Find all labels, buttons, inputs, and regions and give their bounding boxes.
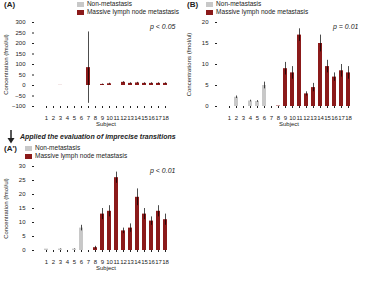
svg-text:7: 7	[270, 115, 274, 121]
svg-text:18: 18	[345, 115, 352, 121]
svg-text:300: 300	[15, 19, 26, 25]
svg-text:Concentration (fmol/ul): Concentration (fmol/ul)	[3, 178, 9, 239]
svg-text:3: 3	[59, 115, 63, 121]
svg-text:7: 7	[87, 115, 91, 121]
svg-text:20: 20	[202, 19, 209, 25]
svg-text:5: 5	[205, 82, 209, 88]
svg-text:200: 200	[15, 40, 26, 46]
svg-text:p < 0.01: p < 0.01	[149, 167, 176, 175]
html-text:(A'): (A')	[4, 144, 17, 153]
svg-text:6: 6	[263, 115, 267, 121]
svg-text:5: 5	[256, 115, 260, 121]
svg-text:0: 0	[205, 103, 209, 109]
html-text:Non-metastasis: Non-metastasis	[216, 0, 262, 7]
svg-text:18: 18	[162, 115, 169, 121]
svg-text:50: 50	[19, 72, 26, 78]
html-text:Massive lymph node metastasis: Massive lymph node metastasis	[35, 152, 128, 159]
html-text:8 9 10 11 12 13 14 15 16 17: 8 9 10 11 12 13 14 15 16 17	[276, 114, 345, 121]
html-text:Non-metastasis: Non-metastasis	[35, 144, 81, 151]
html-text:(A): (A)	[4, 0, 16, 9]
svg-text:3: 3	[59, 259, 63, 265]
svg-text:2: 2	[235, 115, 239, 121]
svg-text:5: 5	[73, 259, 77, 265]
svg-text:Concentration (fmol/ul): Concentration (fmol/ul)	[3, 34, 9, 95]
svg-text:0: 0	[22, 82, 26, 88]
svg-text:3: 3	[242, 115, 246, 121]
svg-text:1: 1	[228, 115, 232, 121]
svg-text:6: 6	[80, 115, 84, 121]
svg-text:0: 0	[22, 247, 26, 253]
svg-text:15: 15	[19, 205, 26, 211]
svg-text:p = 0.01: p = 0.01	[332, 23, 359, 31]
svg-text:1: 1	[45, 259, 49, 265]
svg-text:4: 4	[66, 259, 70, 265]
svg-text:2: 2	[52, 115, 56, 121]
svg-text:6: 6	[80, 259, 84, 265]
svg-text:5: 5	[22, 233, 26, 239]
svg-text:30: 30	[19, 163, 26, 169]
svg-text:25: 25	[19, 177, 26, 183]
svg-text:1: 1	[45, 115, 49, 121]
svg-text:4: 4	[249, 115, 253, 121]
svg-text:18: 18	[162, 259, 169, 265]
svg-text:−100: −100	[12, 103, 26, 109]
html-text:8 9 10 11 12 13 14 15 16 17: 8 9 10 11 12 13 14 15 16 17	[93, 114, 162, 121]
svg-text:Subject: Subject	[96, 121, 116, 127]
svg-text:10: 10	[202, 61, 209, 67]
svg-text:150: 150	[15, 51, 26, 57]
html-text:8 9 10 11 12 13 14 15 16 17: 8 9 10 11 12 13 14 15 16 17	[93, 258, 162, 265]
svg-text:Subject: Subject	[279, 121, 299, 127]
svg-text:2: 2	[52, 259, 56, 265]
svg-text:−50: −50	[15, 93, 26, 99]
svg-text:p < 0.05: p < 0.05	[149, 23, 176, 31]
svg-text:4: 4	[66, 115, 70, 121]
html-text:(B): (B)	[187, 0, 199, 9]
svg-text:15: 15	[202, 40, 209, 46]
html-text:Massive lymph node metastasis: Massive lymph node metastasis	[216, 8, 309, 15]
svg-text:20: 20	[19, 191, 26, 197]
html-text:Applied the evaluation of impr: Applied the evaluation of imprecise tran…	[20, 132, 176, 140]
svg-text:10: 10	[19, 219, 26, 225]
svg-text:Concentrations (fmol/ul): Concentrations (fmol/ul)	[186, 33, 192, 97]
svg-text:7: 7	[87, 259, 91, 265]
svg-text:100: 100	[15, 61, 26, 67]
svg-text:Subject: Subject	[96, 265, 116, 271]
html-text:Non-metastasis: Non-metastasis	[86, 0, 132, 7]
html-text:Massive lymph node metastasis: Massive lymph node metastasis	[86, 8, 179, 15]
svg-text:5: 5	[73, 115, 77, 121]
svg-text:250: 250	[15, 30, 26, 36]
